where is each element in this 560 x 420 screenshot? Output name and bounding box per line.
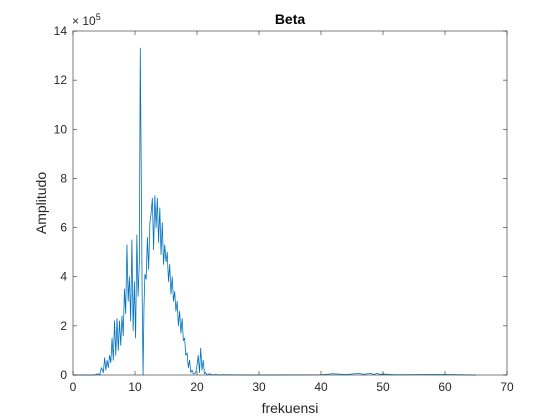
axes-layer: 0 10 20 30 40 50 60 70 0 2 4 6 8 10 12 14	[54, 24, 514, 394]
y-axis-exponent-power: 5	[96, 12, 101, 22]
x-tick-label: 70	[500, 380, 514, 394]
axes-box	[72, 30, 508, 376]
y-tick-label: 8	[60, 171, 67, 185]
x-tick-label: 10	[128, 380, 142, 394]
y-tick-label: 14	[54, 24, 68, 38]
x-tick-label: 30	[252, 380, 266, 394]
x-tick-label: 0	[70, 380, 77, 394]
y-tick-label: 2	[60, 319, 67, 333]
x-tick-label: 50	[376, 380, 390, 394]
y-tick-label: 6	[60, 221, 67, 235]
y-tick-label: 4	[60, 270, 67, 284]
y-axis-exponent-label: × 105	[72, 12, 101, 28]
series-line-0	[73, 47, 477, 376]
plot-area	[73, 31, 507, 375]
x-tick-label: 60	[438, 380, 452, 394]
y-axis-label: Amplitudo	[33, 172, 49, 234]
chart-title: Beta	[275, 11, 306, 27]
y-tick-label: 10	[54, 122, 68, 136]
x-tick-label: 20	[190, 380, 204, 394]
x-axis-label: frekuensi	[262, 400, 319, 416]
y-tick-label: 0	[60, 368, 67, 382]
data-layer	[73, 47, 477, 376]
y-tick-label: 12	[54, 73, 68, 87]
x-tick-label: 40	[314, 380, 328, 394]
y-axis-exponent-base: × 10	[72, 14, 96, 28]
